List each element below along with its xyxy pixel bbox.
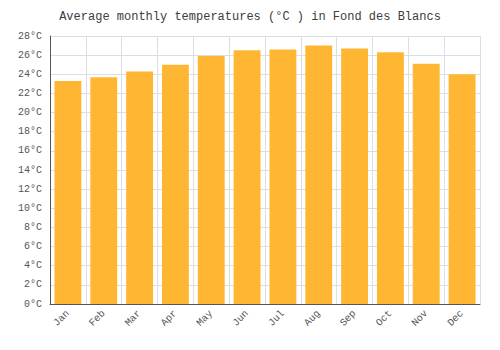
svg-text:8°C: 8°C	[24, 222, 42, 233]
svg-text:26°C: 26°C	[18, 50, 42, 61]
svg-text:4°C: 4°C	[24, 260, 42, 271]
svg-text:0°C: 0°C	[24, 299, 42, 310]
svg-text:12°C: 12°C	[18, 184, 42, 195]
svg-text:28°C: 28°C	[18, 31, 42, 42]
svg-text:2°C: 2°C	[24, 279, 42, 290]
svg-text:Jan: Jan	[51, 308, 71, 328]
svg-text:10°C: 10°C	[18, 203, 42, 214]
svg-text:Jul: Jul	[266, 308, 286, 328]
svg-text:22°C: 22°C	[18, 88, 42, 99]
svg-text:20°C: 20°C	[18, 107, 42, 118]
svg-text:14°C: 14°C	[18, 165, 42, 176]
svg-text:6°C: 6°C	[24, 241, 42, 252]
svg-text:May: May	[195, 308, 215, 328]
svg-text:Nov: Nov	[410, 308, 430, 328]
svg-text:18°C: 18°C	[18, 126, 42, 137]
svg-text:Sep: Sep	[338, 308, 358, 328]
svg-text:16°C: 16°C	[18, 145, 42, 156]
svg-text:Feb: Feb	[87, 308, 107, 328]
svg-text:Aug: Aug	[302, 308, 322, 328]
svg-text:Dec: Dec	[445, 308, 465, 328]
svg-text:Average monthly temperatures (: Average monthly temperatures (°C ) in Fo…	[59, 10, 441, 24]
svg-text:Oct: Oct	[374, 308, 394, 328]
svg-text:24°C: 24°C	[18, 69, 42, 80]
svg-text:Apr: Apr	[159, 308, 179, 328]
svg-text:Mar: Mar	[123, 308, 143, 328]
svg-text:Jun: Jun	[230, 308, 250, 328]
